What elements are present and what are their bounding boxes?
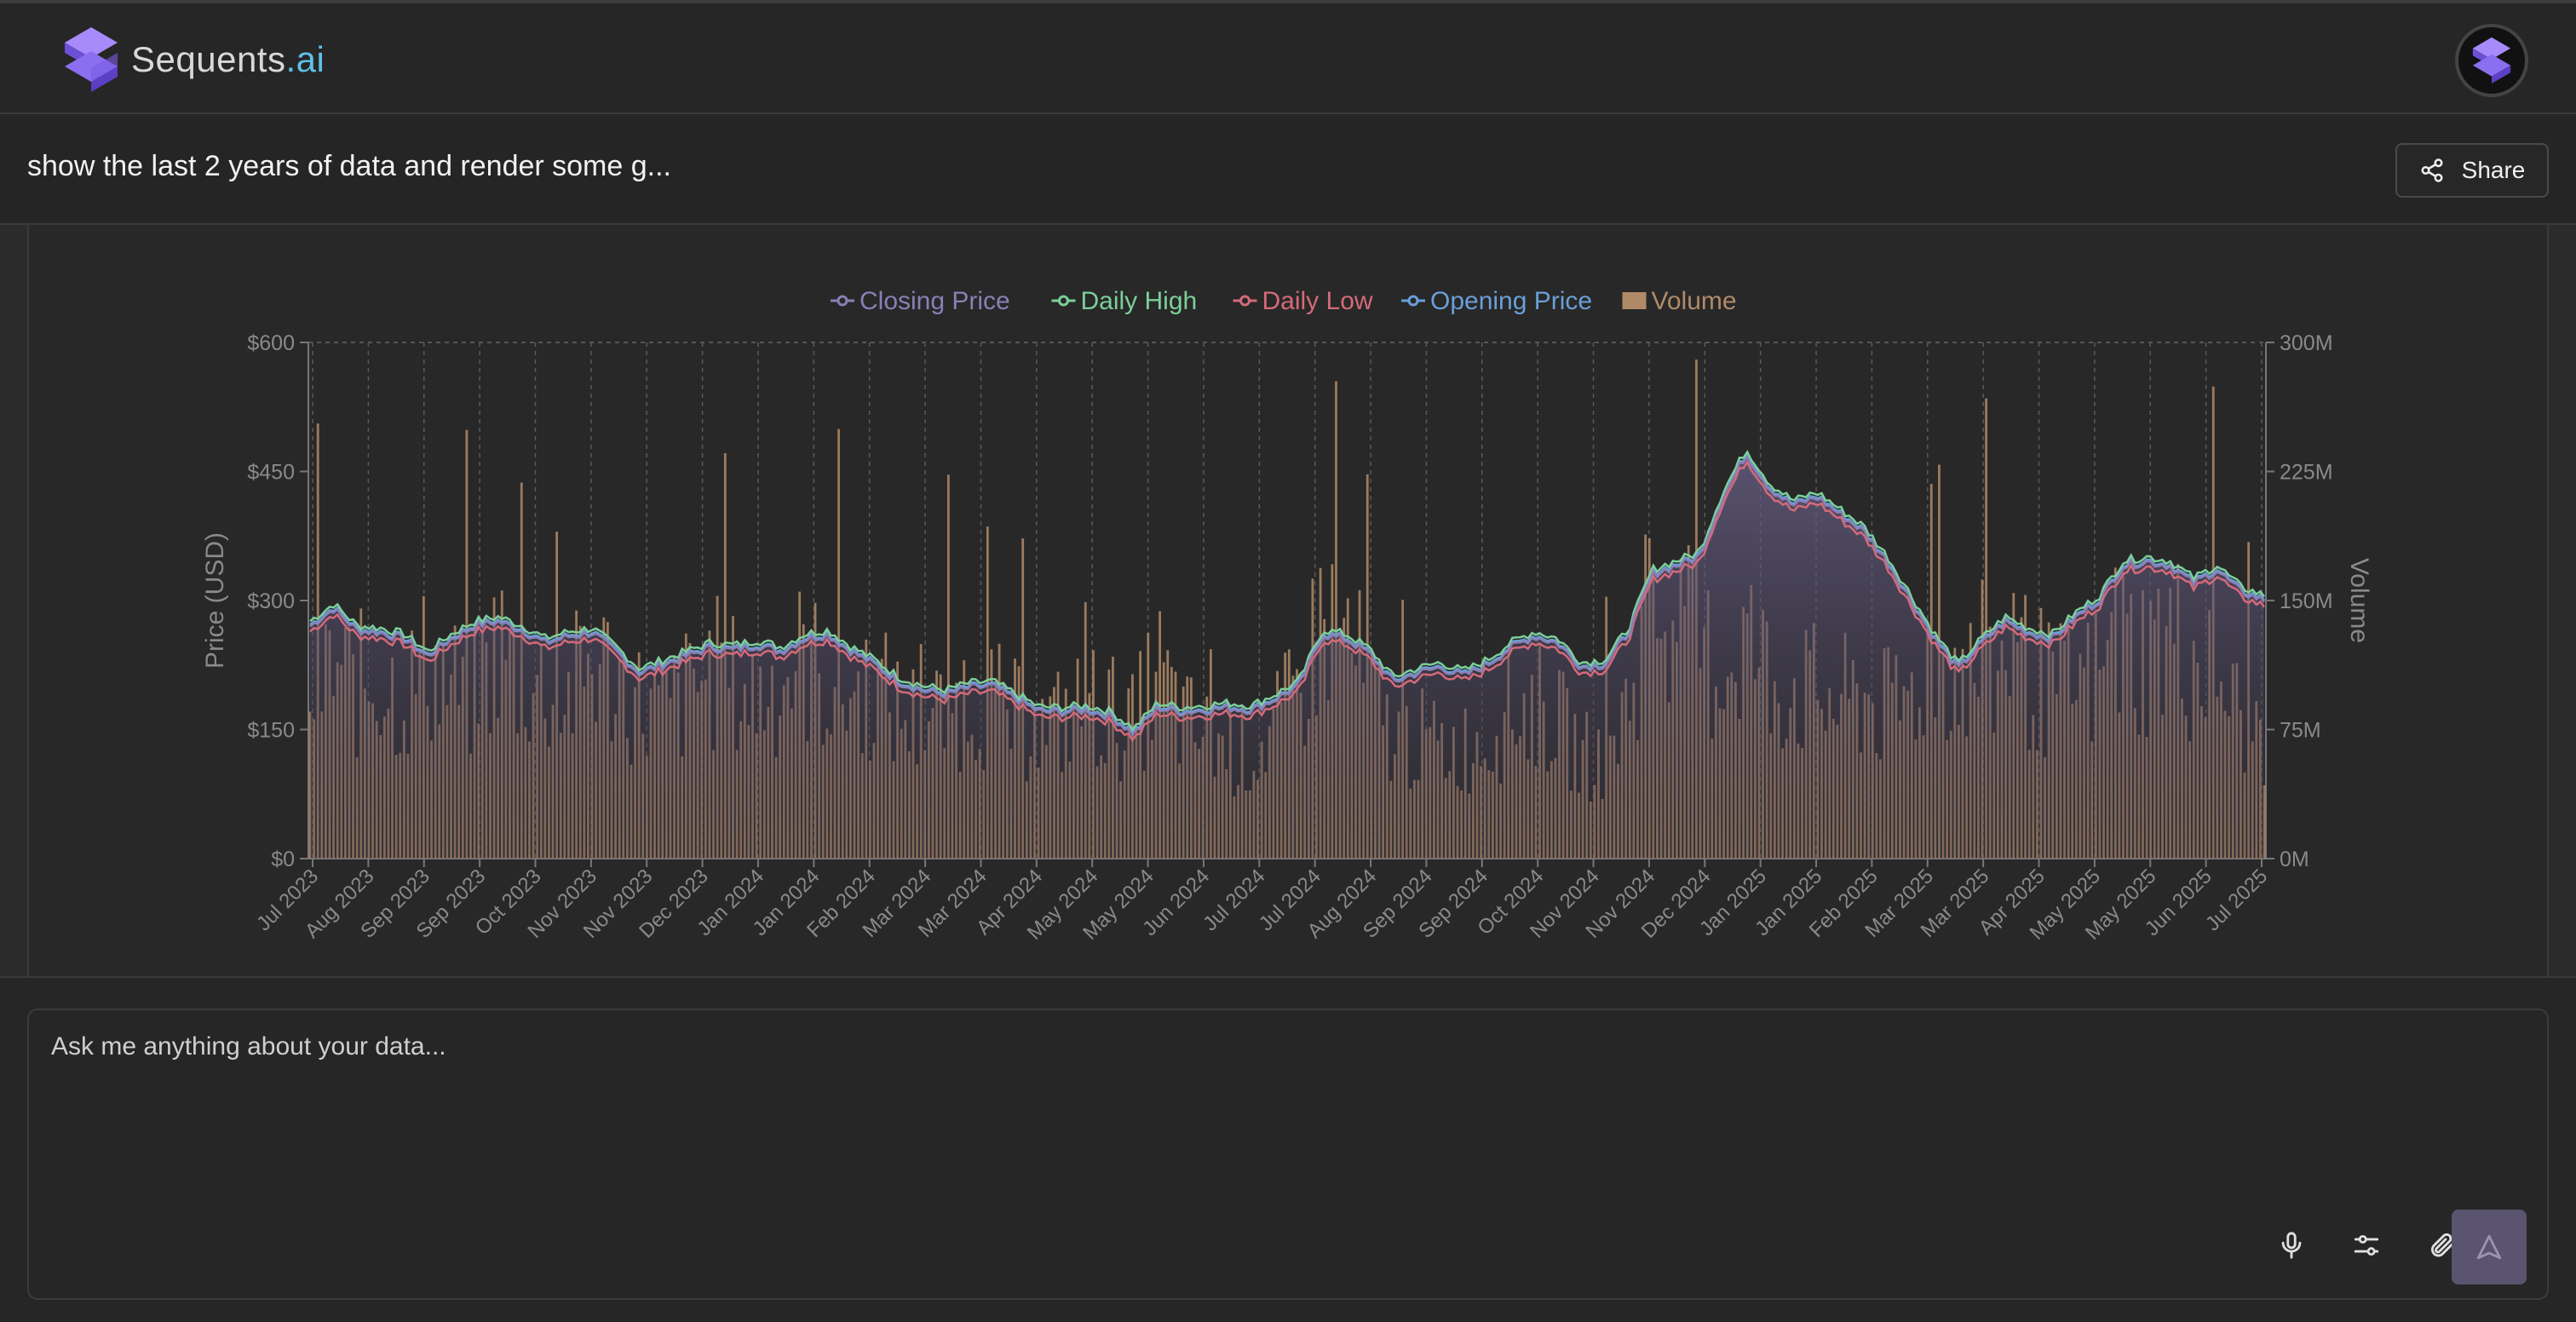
chat-input-box — [27, 1009, 2549, 1300]
user-avatar[interactable] — [2455, 24, 2528, 97]
legend-item: Volume — [1622, 287, 1737, 315]
closing-price-area — [310, 457, 2264, 859]
y2-axis-label: Volume — [2345, 558, 2373, 643]
y2-tick-label: 75M — [2280, 719, 2321, 743]
volume-bar — [1985, 398, 1987, 859]
y-axis-label: Price (USD) — [201, 532, 229, 669]
stock-chart: Closing Price Daily High Daily Low Opening … — [201, 287, 2373, 945]
brand-suffix: .ai — [285, 39, 325, 79]
y-tick-label: $600 — [247, 331, 295, 355]
attach-button[interactable] — [2411, 1215, 2472, 1276]
legend-item: Daily Low — [1233, 287, 1373, 315]
legend-marker — [837, 295, 848, 307]
legend-label: Daily High — [1081, 287, 1198, 315]
legend-swatch — [1622, 292, 1647, 309]
x-tick-label: Jul 2025 — [2201, 865, 2272, 935]
sliders-icon — [2354, 1234, 2379, 1256]
share-label: Share — [2461, 157, 2526, 183]
conversation-title: show the last 2 years of data and render… — [27, 150, 671, 182]
legend-label: Opening Price — [1430, 287, 1592, 315]
y2-tick-label: 300M — [2280, 331, 2333, 355]
y2-tick-label: 225M — [2280, 461, 2333, 485]
legend-item: Closing Price — [831, 287, 1010, 315]
settings-button[interactable] — [2336, 1215, 2397, 1276]
daily-high-line — [309, 449, 2266, 733]
top-bar: Sequents.ai — [0, 0, 2576, 114]
sequents-logo-icon[interactable] — [61, 26, 121, 94]
share-button[interactable]: Share — [2395, 143, 2549, 198]
share-icon — [2421, 158, 2443, 182]
y-tick-label: $150 — [247, 719, 295, 743]
legend-item: Daily High — [1051, 287, 1198, 315]
send-button[interactable] — [2452, 1210, 2527, 1285]
paperclip-icon — [2430, 1233, 2454, 1257]
legend-marker — [1239, 295, 1251, 307]
y2-tick-label: 0M — [2280, 848, 2309, 871]
legend-item: Opening Price — [1401, 287, 1592, 315]
y-tick-label: $300 — [247, 589, 295, 613]
chat-input[interactable] — [49, 1031, 2268, 1204]
conversation-header: show the last 2 years of data and render… — [0, 114, 2576, 225]
y-tick-label: $0 — [271, 848, 295, 871]
send-icon — [2476, 1234, 2502, 1260]
closing-price-line — [309, 455, 2266, 738]
volume-bar — [1335, 381, 1337, 859]
avatar-logo-icon — [2472, 37, 2511, 84]
daily-low-line — [309, 460, 2266, 743]
microphone-button[interactable] — [2261, 1215, 2322, 1276]
brand-main: Sequents — [131, 39, 286, 79]
y2-tick-label: 150M — [2280, 589, 2333, 613]
legend-label: Volume — [1652, 287, 1737, 315]
volume-bar — [946, 474, 950, 859]
input-section — [0, 976, 2576, 1322]
y-tick-label: $450 — [247, 461, 295, 485]
microphone-icon — [2281, 1232, 2302, 1259]
legend-marker — [1058, 295, 1069, 307]
legend-marker — [1407, 295, 1419, 307]
legend-label: Daily Low — [1262, 287, 1373, 315]
legend-label: Closing Price — [860, 287, 1010, 315]
brand-name[interactable]: Sequents.ai — [131, 39, 325, 80]
